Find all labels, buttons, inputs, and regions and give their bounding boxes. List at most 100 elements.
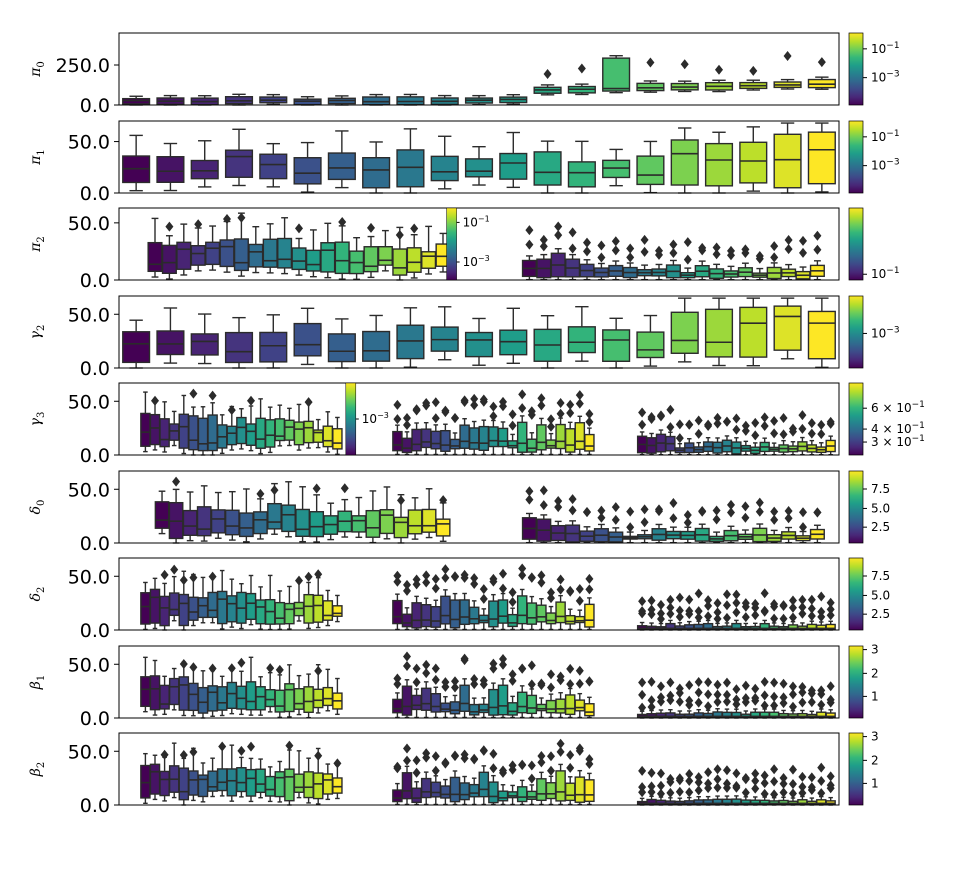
box-6-1-1	[401, 579, 413, 631]
box-iqr	[574, 422, 586, 450]
box-3-0-11	[499, 307, 528, 364]
box-6-0-12	[255, 586, 266, 630]
box-2-0-7	[248, 225, 264, 274]
box-iqr	[159, 770, 170, 797]
box-iqr	[284, 419, 295, 441]
box-4-1-0	[392, 399, 403, 456]
box-6-0-17	[303, 571, 314, 630]
outlier-0	[694, 697, 703, 708]
box-2-0-2	[176, 223, 192, 276]
outlier-2	[704, 767, 713, 778]
y-axis-label: δ2	[28, 587, 47, 602]
box-iqr	[284, 683, 295, 713]
box-8-1-11	[497, 765, 509, 806]
outlier-0	[547, 682, 555, 693]
box-0-0-20	[807, 57, 836, 90]
box-1-0-1	[156, 142, 185, 192]
colorbar	[848, 557, 864, 631]
box-7-2-9	[721, 677, 733, 719]
box-6-2-6	[693, 588, 704, 631]
box-4-2-15	[778, 413, 789, 456]
box-2-1-18	[781, 235, 797, 281]
box-3-0-14	[602, 317, 631, 369]
box-2-1-0	[521, 225, 537, 281]
box-5-0-12	[323, 502, 339, 541]
box-8-1-16	[545, 751, 557, 806]
box-iqr	[293, 322, 322, 357]
box-3-0-12	[533, 315, 562, 369]
outlier-2	[722, 677, 731, 688]
outlier-2	[685, 680, 694, 691]
box-8-1-20	[584, 754, 595, 806]
box-8-1-9	[478, 745, 490, 806]
colorbar-tick-label: 4 × 10−1	[871, 421, 925, 436]
box-iqr	[238, 512, 254, 538]
outlier-1	[422, 659, 431, 670]
box-iqr	[156, 330, 185, 356]
outlier-1	[470, 573, 479, 584]
outlier-1	[741, 420, 750, 431]
outlier-1	[556, 574, 565, 585]
box-iqr	[309, 511, 325, 538]
box-2-1-6	[608, 236, 624, 281]
outlier-2	[826, 681, 835, 692]
box-iqr	[245, 768, 257, 797]
box-iqr	[440, 785, 451, 799]
outlier-1	[704, 419, 713, 430]
y-tick-label: 50.0	[68, 479, 110, 501]
box-8-1-7	[459, 749, 470, 806]
box-7-1-1	[401, 651, 413, 719]
box-iqr	[516, 421, 528, 453]
box-7-1-19	[574, 665, 586, 719]
box-7-0-12	[255, 676, 266, 716]
box-iqr	[440, 429, 451, 452]
box-8-1-14	[526, 760, 538, 806]
box-4-2-6	[693, 415, 704, 456]
box-0-0-17	[704, 64, 734, 93]
outlier-2	[817, 762, 826, 773]
outlier-0	[518, 570, 527, 581]
box-0-0-11	[499, 93, 528, 105]
box-iqr	[739, 306, 768, 358]
outlier-0	[779, 429, 788, 440]
outlier-0	[669, 513, 678, 524]
box-iqr	[207, 591, 218, 619]
colorbar-tick-label: 3 × 10−1	[871, 434, 925, 449]
box-8-1-0	[392, 761, 403, 806]
box-7-1-18	[564, 663, 576, 719]
outlier-1	[712, 242, 721, 253]
outlier-1	[770, 506, 779, 517]
box-iqr	[168, 592, 180, 617]
box-7-2-6	[693, 677, 704, 719]
outlier-0	[770, 428, 779, 439]
box-iqr	[122, 331, 151, 364]
box-iqr	[312, 594, 324, 623]
outlier-0	[566, 408, 575, 419]
y-axis-label-symbol: π	[28, 242, 44, 253]
y-axis-label-symbol: β	[28, 768, 44, 777]
box-6-1-17	[555, 574, 566, 631]
box-iqr	[440, 595, 451, 625]
outlier-1	[451, 750, 459, 761]
outlier-1	[470, 753, 479, 764]
box-iqr	[245, 681, 257, 711]
outlier-1	[694, 606, 703, 617]
box-2-0-13	[334, 216, 350, 280]
box-iqr	[507, 440, 518, 449]
box-iqr	[670, 139, 699, 186]
colorbar-tick-label: 3	[871, 730, 879, 744]
box-6-2-19	[816, 591, 827, 631]
box-8-0-11	[245, 741, 257, 803]
box-2-0-15	[363, 222, 379, 279]
outlier-0	[525, 239, 534, 250]
box-iqr	[435, 518, 451, 537]
outlier-1	[732, 694, 741, 705]
box-5-1-12	[694, 506, 710, 544]
box-0-0-18	[739, 65, 768, 91]
box-5-0-5	[224, 490, 240, 541]
outlier-1	[675, 419, 684, 430]
colorbar-tick-label: 10−3	[871, 325, 900, 340]
panel-1: 0.0 50.0 π1 10−1 10−3	[28, 120, 900, 205]
outlier-1	[807, 782, 816, 793]
outlier-0	[312, 483, 321, 494]
